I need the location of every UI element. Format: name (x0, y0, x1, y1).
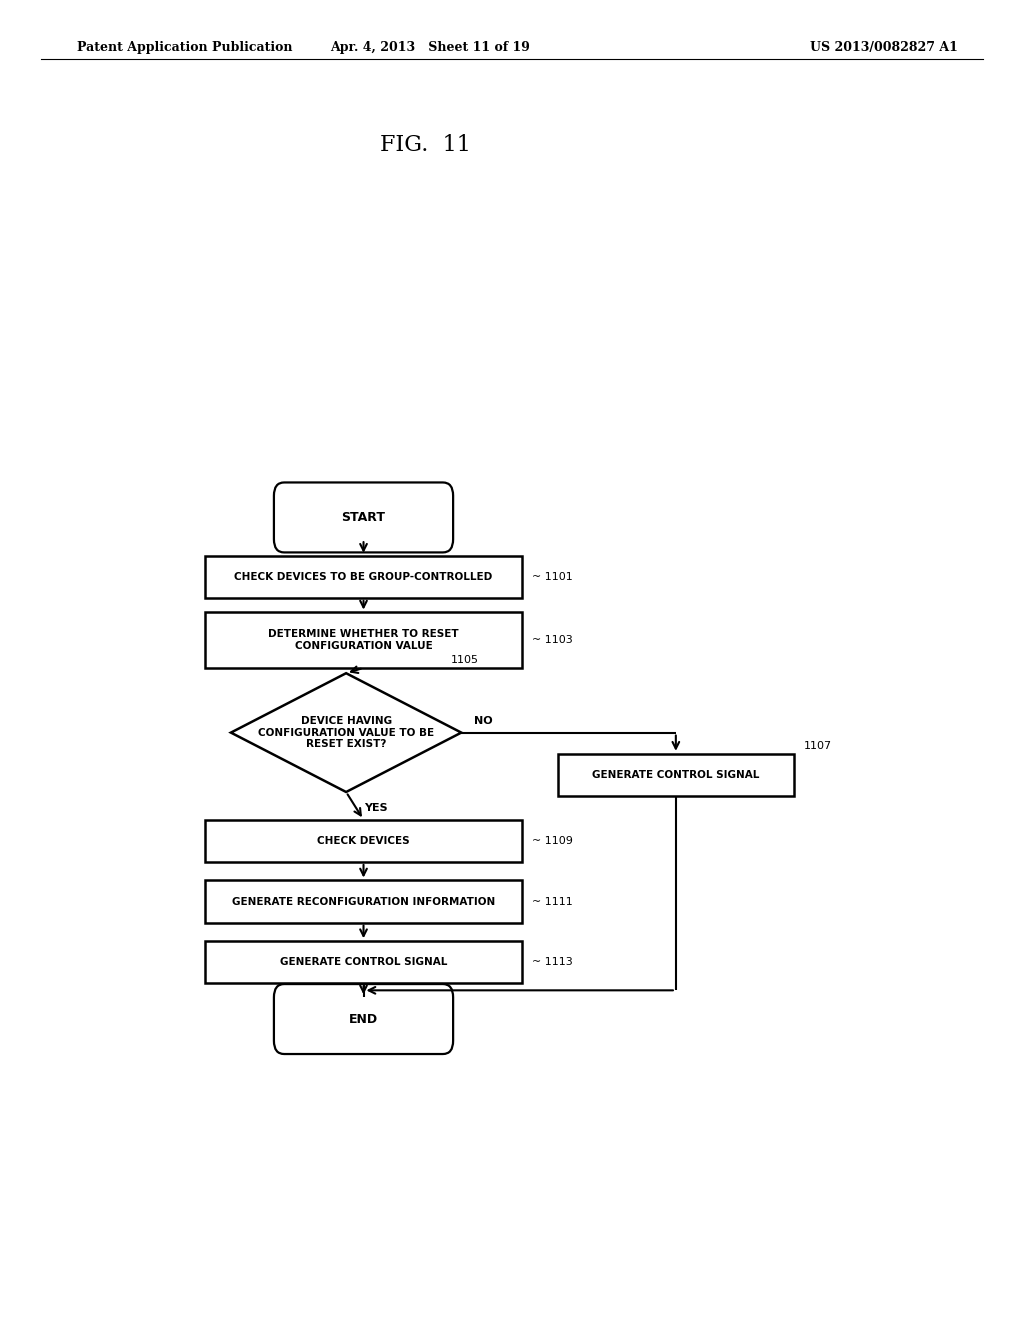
Text: CHECK DEVICES: CHECK DEVICES (317, 836, 410, 846)
Text: Apr. 4, 2013   Sheet 11 of 19: Apr. 4, 2013 Sheet 11 of 19 (330, 41, 530, 54)
Text: NO: NO (473, 715, 493, 726)
Text: ~ 1103: ~ 1103 (532, 635, 573, 645)
Text: START: START (342, 511, 385, 524)
FancyBboxPatch shape (273, 482, 453, 552)
Text: ~ 1111: ~ 1111 (532, 896, 573, 907)
Text: ~ 1113: ~ 1113 (532, 957, 573, 968)
Text: FIG.  11: FIG. 11 (380, 135, 470, 156)
Text: ~ 1109: ~ 1109 (532, 836, 573, 846)
Text: GENERATE CONTROL SIGNAL: GENERATE CONTROL SIGNAL (280, 957, 447, 968)
Text: GENERATE RECONFIGURATION INFORMATION: GENERATE RECONFIGURATION INFORMATION (231, 896, 496, 907)
Text: US 2013/0082827 A1: US 2013/0082827 A1 (810, 41, 957, 54)
Text: GENERATE CONTROL SIGNAL: GENERATE CONTROL SIGNAL (592, 770, 760, 780)
FancyBboxPatch shape (273, 985, 453, 1053)
Text: END: END (349, 1012, 378, 1026)
Bar (205, 612, 522, 668)
Bar (205, 820, 522, 862)
Bar (205, 556, 522, 598)
Text: ~ 1101: ~ 1101 (532, 572, 573, 582)
Text: YES: YES (365, 803, 388, 813)
Text: DETERMINE WHETHER TO RESET
CONFIGURATION VALUE: DETERMINE WHETHER TO RESET CONFIGURATION… (268, 630, 459, 651)
Bar (558, 754, 794, 796)
Text: 1107: 1107 (804, 741, 831, 751)
Text: Patent Application Publication: Patent Application Publication (77, 41, 292, 54)
Text: DEVICE HAVING
CONFIGURATION VALUE TO BE
RESET EXIST?: DEVICE HAVING CONFIGURATION VALUE TO BE … (258, 715, 434, 750)
Text: CHECK DEVICES TO BE GROUP-CONTROLLED: CHECK DEVICES TO BE GROUP-CONTROLLED (234, 572, 493, 582)
Text: 1105: 1105 (451, 655, 479, 665)
Polygon shape (231, 673, 461, 792)
Bar (205, 941, 522, 983)
Bar (205, 880, 522, 923)
